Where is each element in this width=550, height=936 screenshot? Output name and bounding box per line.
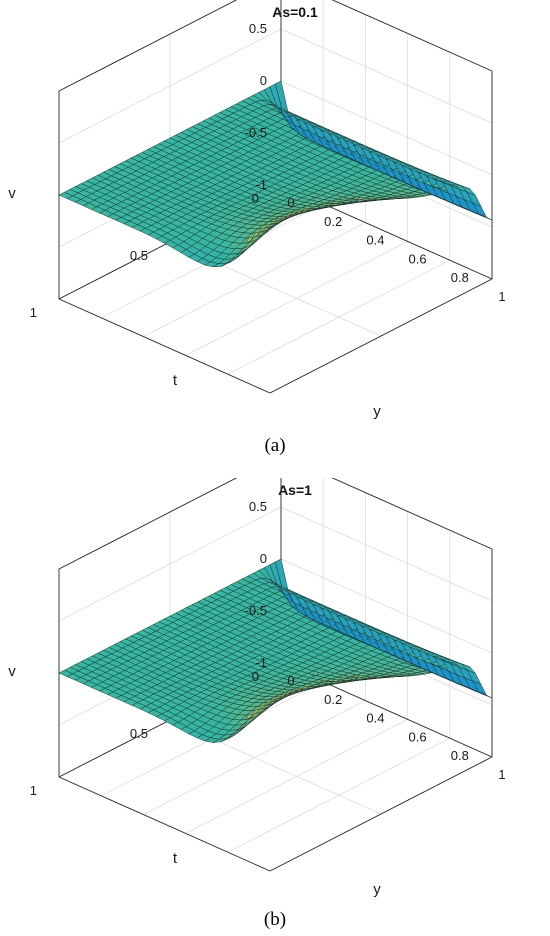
surface-patch — [478, 213, 493, 221]
z-tick-label: -1 — [255, 177, 267, 192]
t-axis-label: t — [173, 372, 178, 389]
axis-edge — [331, 0, 493, 72]
axis-edge — [269, 278, 493, 394]
y-tick-label: 0.2 — [324, 692, 342, 707]
grid-line — [280, 558, 493, 654]
axis-edge — [331, 478, 493, 550]
z-tick-label: -0.5 — [245, 125, 267, 140]
z-tick-label: -0.5 — [245, 603, 267, 618]
z-tick-label: 0.5 — [249, 499, 267, 514]
y-tick-label: 0.6 — [409, 729, 427, 744]
axis-edge — [58, 776, 271, 872]
t-axis-label: t — [173, 850, 178, 867]
t-tick-label: 1 — [30, 305, 37, 320]
y-tick-label: 0.8 — [451, 270, 469, 285]
surface-mesh — [58, 558, 493, 743]
y-tick-label: 0.2 — [324, 214, 342, 229]
t-tick-label: 0.5 — [130, 726, 148, 741]
t-tick-label: 0 — [252, 669, 259, 684]
grid-line — [331, 478, 493, 550]
grid-line — [280, 506, 493, 602]
axis-edge — [58, 478, 238, 570]
caption-b: (b) — [263, 909, 287, 930]
z-tick-label: 0 — [260, 551, 267, 566]
grid-line — [280, 80, 493, 176]
y-tick-label: 1 — [498, 289, 505, 304]
surface-patch — [478, 691, 493, 699]
t-tick-label: 0 — [252, 191, 259, 206]
z-tick-label: -1 — [255, 655, 267, 670]
t-tick-label: 0.5 — [130, 248, 148, 263]
z-tick-label: 0 — [260, 73, 267, 88]
y-tick-label: 0.4 — [366, 233, 384, 248]
y-tick-label: 0 — [287, 195, 294, 210]
chart-title: As=1 — [278, 482, 312, 498]
y-tick-label: 0.4 — [366, 711, 384, 726]
axis-edge — [58, 298, 271, 394]
axis-edge — [58, 0, 238, 92]
y-axis-label: y — [373, 881, 381, 898]
t-tick-label: 1 — [30, 783, 37, 798]
chart-title: As=0.1 — [272, 4, 318, 20]
y-tick-label: 0.8 — [451, 748, 469, 763]
caption-a: (a) — [264, 435, 286, 456]
v-axis-label: v — [8, 663, 16, 680]
v-axis-label: v — [8, 185, 16, 202]
grid-line — [280, 28, 493, 124]
y-tick-label: 0.6 — [409, 251, 427, 266]
y-tick-label: 0 — [287, 673, 294, 688]
y-tick-label: 1 — [498, 767, 505, 782]
y-axis-label: y — [373, 403, 381, 420]
axis-edge — [269, 756, 493, 872]
surface-mesh — [58, 80, 493, 268]
z-tick-label: 0.5 — [249, 21, 267, 36]
